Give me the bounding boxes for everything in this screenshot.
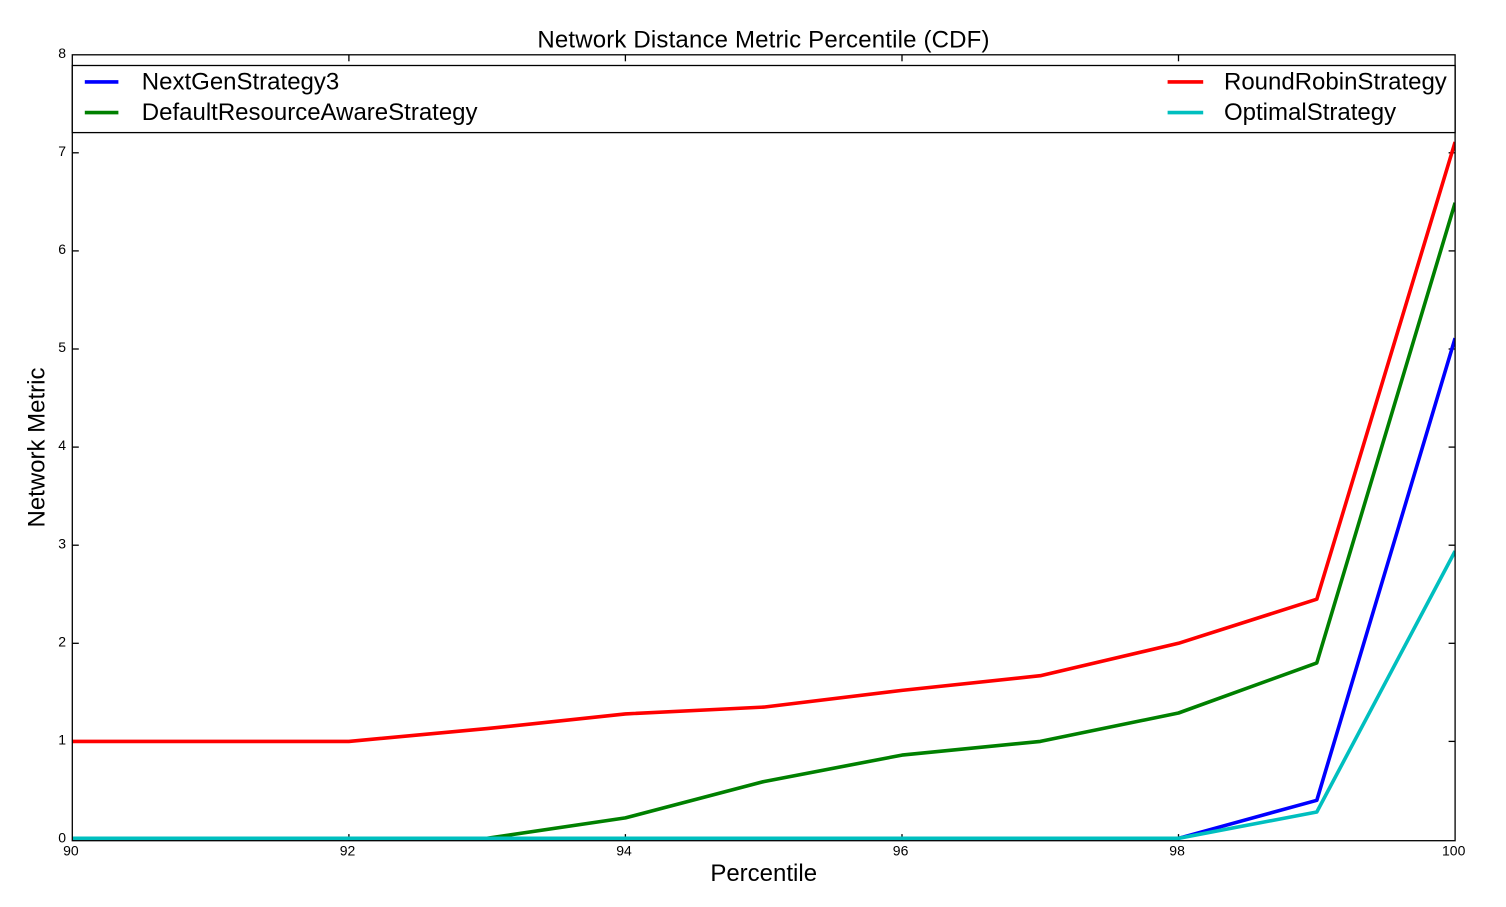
svg-text:NextGenStrategy3: NextGenStrategy3 — [142, 69, 339, 96]
svg-text:4: 4 — [58, 437, 66, 453]
svg-text:OptimalStrategy: OptimalStrategy — [1224, 99, 1396, 126]
svg-text:5: 5 — [58, 339, 66, 355]
svg-text:2: 2 — [58, 633, 66, 649]
svg-text:Percentile: Percentile — [710, 860, 817, 887]
svg-text:96: 96 — [893, 842, 909, 858]
svg-text:RoundRobinStrategy: RoundRobinStrategy — [1224, 69, 1447, 96]
svg-text:0: 0 — [58, 830, 66, 846]
svg-text:Network Metric: Network Metric — [23, 367, 50, 527]
svg-text:DefaultResourceAwareStrategy: DefaultResourceAwareStrategy — [142, 99, 478, 126]
svg-text:Network Distance Metric Percen: Network Distance Metric Percentile (CDF) — [537, 27, 989, 54]
svg-text:98: 98 — [1169, 842, 1185, 858]
svg-text:94: 94 — [616, 842, 632, 858]
svg-text:7: 7 — [58, 143, 66, 159]
svg-text:90: 90 — [63, 842, 79, 858]
svg-text:8: 8 — [58, 45, 66, 61]
svg-text:6: 6 — [58, 241, 66, 257]
svg-text:1: 1 — [58, 732, 66, 748]
svg-text:100: 100 — [1442, 842, 1466, 858]
svg-text:92: 92 — [340, 842, 356, 858]
svg-text:3: 3 — [58, 535, 66, 551]
